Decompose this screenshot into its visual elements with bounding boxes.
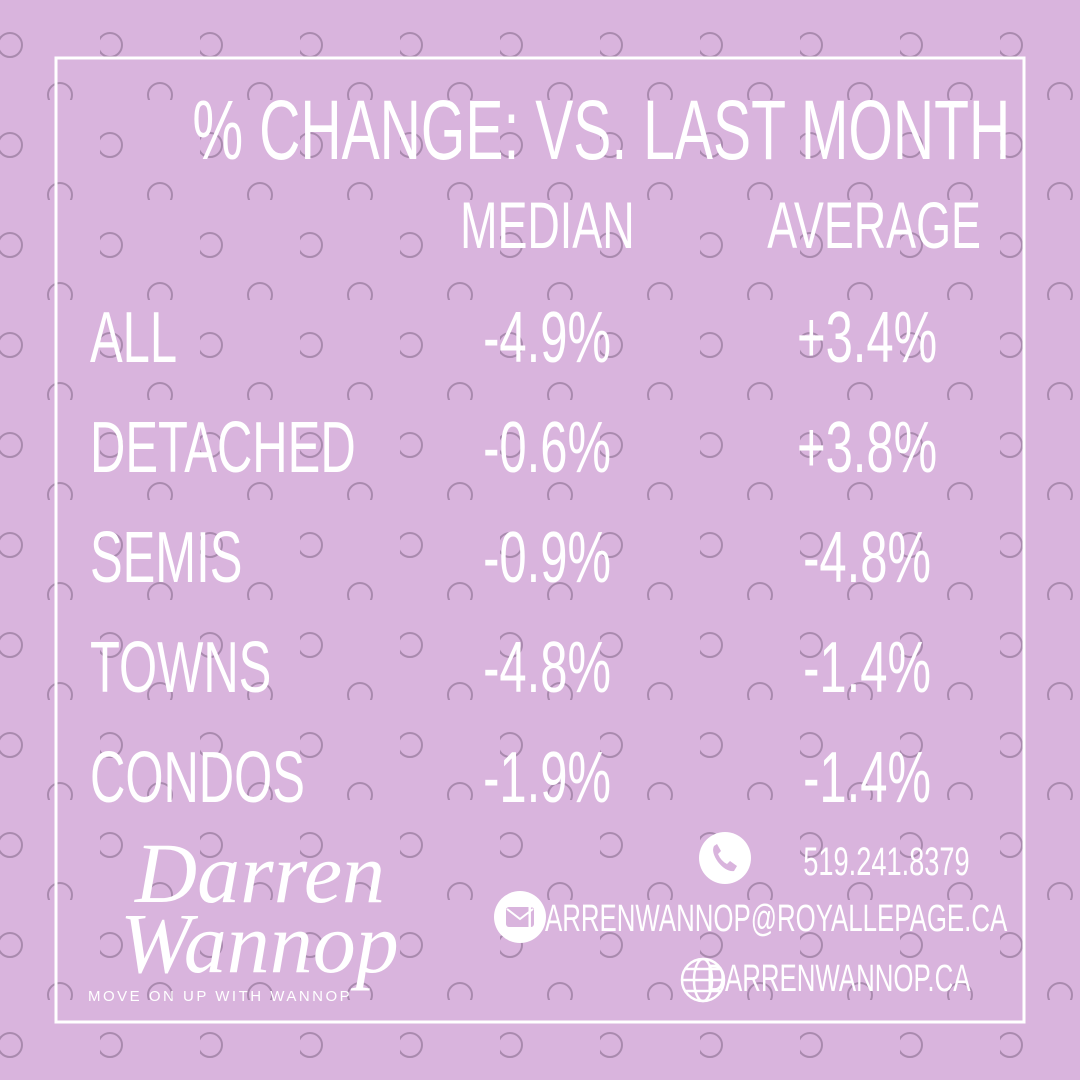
row-label-text: SEMIS <box>90 518 243 598</box>
cell-value: -0.9% <box>397 522 697 594</box>
row-label: ALL <box>90 302 420 374</box>
email-icon <box>494 891 546 943</box>
row-label-text: ALL <box>90 298 178 378</box>
row-label-text: DETACHED <box>90 408 356 488</box>
cell-value-text: -1.4% <box>803 628 931 708</box>
row-label: DETACHED <box>90 412 420 484</box>
cell-value-text: +3.4% <box>796 298 938 378</box>
phone-icon <box>699 832 751 884</box>
row-label: CONDOS <box>90 742 420 814</box>
cell-value-text: -0.6% <box>483 408 611 488</box>
cell-value: -1.4% <box>717 632 1017 704</box>
row-label: SEMIS <box>90 522 420 594</box>
row-label-text: CONDOS <box>90 738 305 818</box>
email: DARRENWANNOP@ROYALLEPAGE.CA <box>300 900 1007 938</box>
phone-text: 519.241.8379 <box>803 840 970 884</box>
cell-value-text: -0.9% <box>483 518 611 598</box>
cell-value: +3.8% <box>717 412 1017 484</box>
cell-value-text: -1.9% <box>483 738 611 818</box>
column-header: MEDIAN <box>397 192 697 258</box>
cell-value-text: -4.8% <box>803 518 931 598</box>
cell-value-text: -4.9% <box>483 298 611 378</box>
frame <box>54 56 1026 1024</box>
cell-value: -1.9% <box>397 742 697 814</box>
email-text: DARRENWANNOP@ROYALLEPAGE.CA <box>526 898 1008 940</box>
website-text: DARRENWANNOP.CA <box>705 958 970 1000</box>
phone: 519.241.8379 <box>500 842 970 882</box>
cell-value-text: -1.4% <box>803 738 931 818</box>
website: DARRENWANNOP.CA <box>500 960 970 998</box>
web-icon <box>680 957 726 1003</box>
cell-value-text: +3.8% <box>796 408 938 488</box>
row-label-text: TOWNS <box>90 628 272 708</box>
cell-value: -4.9% <box>397 302 697 374</box>
cell-value: -4.8% <box>397 632 697 704</box>
title: % CHANGE: VS. LAST MONTH <box>0 88 1080 172</box>
cell-value: +3.4% <box>717 302 1017 374</box>
title-text: % CHANGE: VS. LAST MONTH <box>192 83 1011 177</box>
logo-line2: Wannop <box>120 895 399 991</box>
column-header-text: MEDIAN <box>459 188 635 262</box>
logo-line1: Darren <box>135 825 386 921</box>
cell-value: -0.6% <box>397 412 697 484</box>
column-header: AVERAGE <box>717 192 1017 258</box>
row-label: TOWNS <box>90 632 420 704</box>
cell-value: -4.8% <box>717 522 1017 594</box>
tagline: MOVE ON UP WITH WANNOP <box>88 988 353 1005</box>
column-header-text: AVERAGE <box>767 188 981 262</box>
cell-value-text: -4.8% <box>483 628 611 708</box>
cell-value: -1.4% <box>717 742 1017 814</box>
